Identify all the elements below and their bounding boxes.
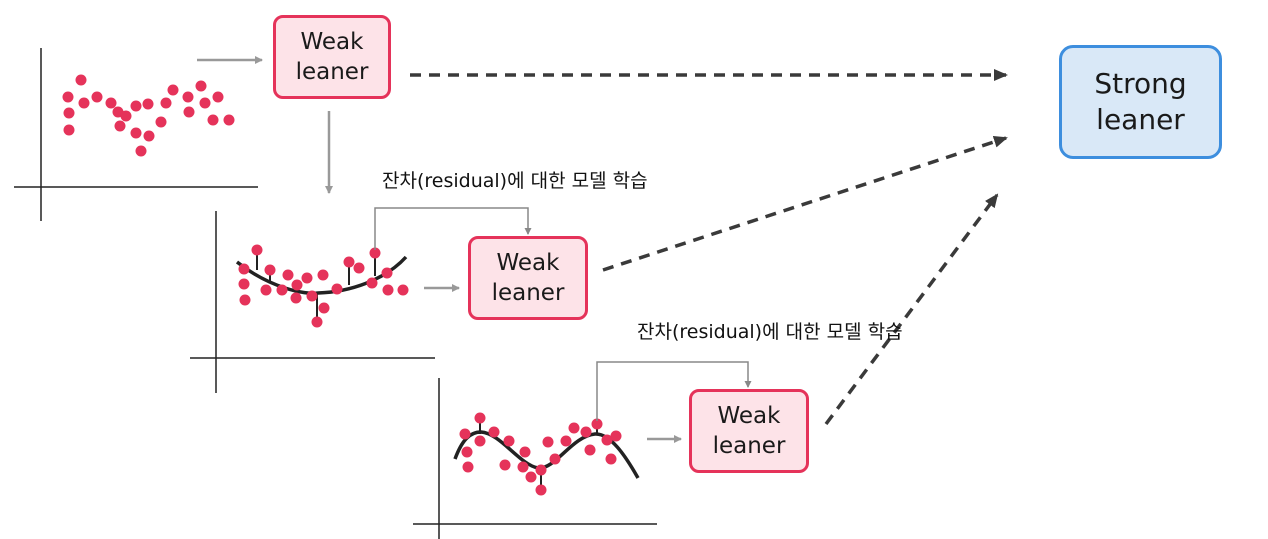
weak-learner-3-line2: leaner (712, 433, 786, 459)
residual-bracket-2 (596, 361, 752, 421)
ensemble-arrows (410, 69, 1008, 426)
dashed-arrow-weak3 (824, 193, 999, 426)
strong-learner-line1: Strong (1094, 67, 1187, 100)
weak-learner-1-line2: leaner (295, 59, 369, 85)
panel-1-points (62, 74, 235, 157)
residual-bracket-1 (374, 207, 532, 250)
weak-learner-1-line1: Weak (300, 29, 364, 55)
dashed-arrow-weak2 (602, 136, 1008, 272)
strong-learner-line2: leaner (1096, 103, 1185, 136)
panel-2-scatter (190, 211, 435, 393)
panel-3-points (459, 412, 622, 496)
weak-learner-3-line1: Weak (717, 403, 781, 429)
residual-label-2: 잔차(residual)에 대한 모델 학습 (637, 321, 903, 343)
panel-2-points (238, 244, 409, 328)
strong-learner: Strong leaner (1059, 45, 1222, 159)
weak-learner-2-line2: leaner (491, 280, 565, 306)
weak-learner-2-line1: Weak (496, 250, 560, 276)
panel-1-scatter (14, 48, 258, 221)
weak-learner-3: Weak leaner (689, 389, 809, 473)
weak-learner-2: Weak leaner (468, 236, 588, 320)
weak-learner-1: Weak leaner (273, 15, 391, 99)
flow-arrows (197, 56, 752, 443)
panel-3-scatter (413, 378, 657, 539)
residual-label-1: 잔차(residual)에 대한 모델 학습 (382, 170, 648, 192)
